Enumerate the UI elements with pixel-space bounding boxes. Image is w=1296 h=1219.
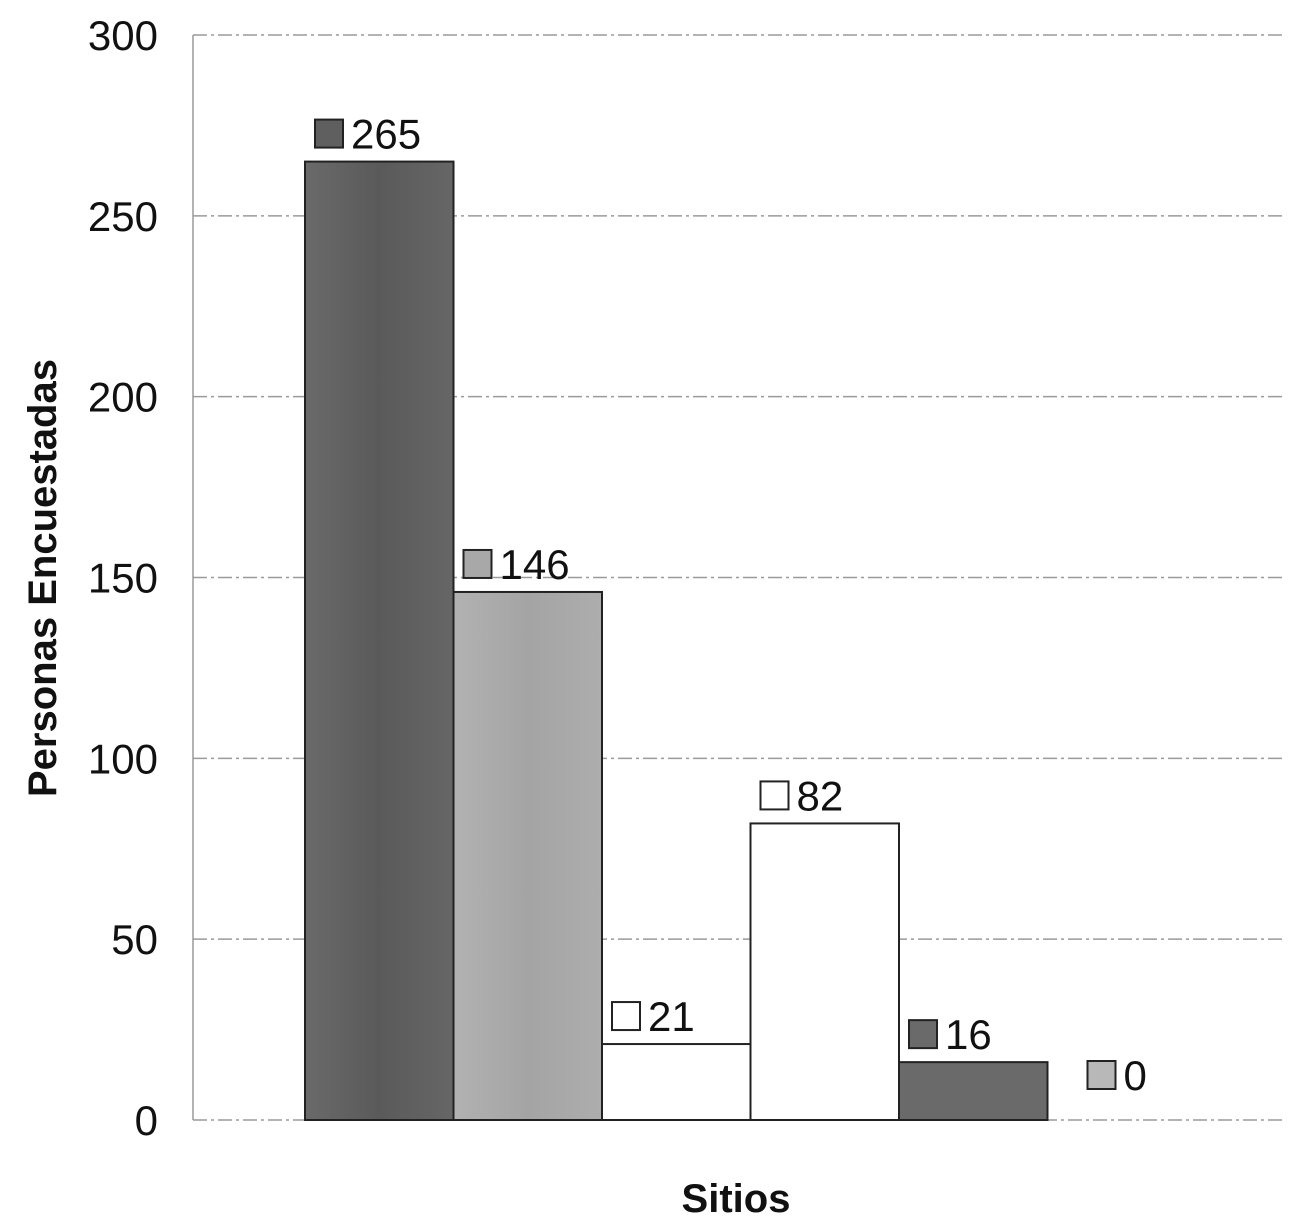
- y-tick-label: 0: [135, 1097, 158, 1144]
- data-labels: 265 146 21 82 16 0: [314, 111, 1147, 1099]
- label-marker: [1086, 1060, 1117, 1090]
- y-tick-label: 100: [88, 735, 158, 782]
- bars: [304, 160, 1049, 1122]
- data-label: 82: [797, 772, 844, 819]
- bar: [601, 1043, 752, 1122]
- y-axis-title: Personas Encuestadas: [21, 359, 65, 797]
- y-axis-ticks: 0 50 100 150 200 250 300: [88, 12, 158, 1144]
- bar: [452, 590, 603, 1121]
- data-label: 146: [500, 541, 570, 588]
- data-label: 16: [945, 1011, 992, 1058]
- bar: [749, 822, 900, 1122]
- bar: [898, 1061, 1049, 1121]
- y-tick-label: 300: [88, 12, 158, 59]
- data-label: 0: [1124, 1052, 1147, 1099]
- label-marker: [462, 548, 493, 579]
- x-axis-title: Sitios: [682, 1177, 791, 1219]
- label-marker: [314, 118, 344, 149]
- data-label: 265: [351, 111, 421, 158]
- label-marker: [759, 780, 790, 811]
- y-tick-label: 150: [88, 555, 158, 602]
- label-marker: [908, 1019, 938, 1050]
- y-tick-label: 200: [88, 374, 158, 421]
- y-tick-label: 250: [88, 193, 158, 240]
- y-tick-label: 50: [111, 916, 158, 963]
- label-marker: [611, 1001, 641, 1032]
- bar: [304, 160, 455, 1122]
- data-label: 21: [648, 993, 695, 1040]
